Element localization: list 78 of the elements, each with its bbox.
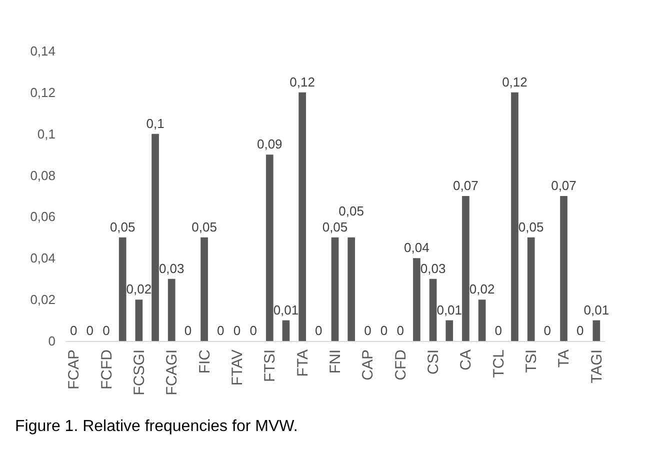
x-tick-label: FCAP	[66, 350, 83, 390]
bar	[429, 278, 437, 341]
x-tick-label: FIC	[196, 349, 214, 374]
data-label: 0	[396, 323, 404, 338]
data-label: 0,02	[126, 282, 152, 297]
bar	[592, 320, 600, 341]
data-label: 0	[184, 323, 192, 338]
bar	[478, 300, 486, 341]
data-label: 0,05	[518, 219, 544, 234]
bar	[118, 237, 126, 341]
x-tick-label: FCSGI	[130, 350, 148, 396]
bar	[413, 258, 420, 341]
data-label: 0,03	[420, 260, 446, 276]
data-label: 0,1	[146, 116, 164, 131]
bar	[348, 237, 356, 341]
data-label: 0,12	[502, 74, 528, 90]
bar	[560, 196, 568, 341]
bar	[282, 320, 290, 341]
y-tick-label: 0,02	[30, 292, 56, 308]
data-label: 0	[364, 323, 372, 338]
x-tick-label: CSI	[425, 350, 442, 375]
bar	[200, 237, 208, 341]
y-tick-label: 0,08	[30, 168, 56, 183]
y-tick-label: 0,14	[30, 44, 56, 58]
y-tick-label: 0,1	[37, 126, 56, 142]
data-label: 0,01	[436, 302, 462, 318]
bar	[135, 300, 143, 341]
data-label: 0,05	[110, 219, 136, 234]
x-tick-label: TSI	[523, 350, 540, 373]
data-label: 0,01	[584, 302, 610, 318]
x-tick-label: TCL	[490, 350, 508, 378]
x-tick-label: CAP	[360, 350, 377, 380]
x-tick-label: FTA	[294, 350, 312, 377]
data-label: 0	[70, 323, 78, 338]
data-label: 0	[576, 323, 584, 338]
data-label: 0	[544, 323, 552, 338]
data-label: 0,05	[338, 203, 364, 218]
data-label: 0,12	[290, 74, 315, 90]
data-label: 0,07	[551, 178, 576, 193]
x-tick-label: FNI	[327, 350, 344, 374]
data-label: 0	[217, 323, 224, 338]
data-label: 0,07	[453, 178, 478, 193]
data-label: 0,05	[192, 219, 217, 234]
data-label: 0	[380, 323, 388, 338]
bar	[331, 237, 339, 341]
x-tick-label: TAGI	[588, 350, 606, 384]
bar	[527, 237, 535, 341]
data-label: 0	[86, 323, 94, 338]
y-tick-label: 0	[48, 334, 56, 348]
bar	[462, 196, 470, 341]
x-tick-label: FCFD	[98, 349, 116, 390]
x-tick-label: FTSI	[262, 350, 279, 382]
bar	[168, 278, 176, 341]
x-tick-label: TA	[556, 350, 573, 368]
data-label: 0	[494, 323, 502, 338]
data-label: 0	[250, 323, 257, 338]
x-tick-label: CFD	[392, 349, 410, 380]
x-tick-label: FTAV	[228, 350, 246, 386]
data-label: 0,09	[256, 136, 282, 152]
data-label: 0,01	[273, 302, 299, 318]
bar	[298, 92, 306, 341]
y-tick-label: 0,12	[30, 84, 56, 100]
x-tick-label: CA	[458, 350, 475, 370]
caption: Figure 1. Relative frequencies for MVW.	[15, 418, 298, 435]
bar	[511, 92, 518, 341]
data-label: 0	[102, 323, 110, 338]
data-label: 0	[315, 323, 322, 338]
y-tick-label: 0,04	[30, 250, 56, 266]
bar	[266, 154, 274, 341]
y-tick-label: 0,06	[30, 209, 56, 224]
x-tick-label: FCAGI	[164, 350, 181, 396]
data-label: 0,05	[322, 219, 348, 234]
data-label: 0,03	[158, 260, 184, 276]
data-label: 0	[233, 323, 241, 338]
data-label: 0,04	[404, 240, 430, 256]
bar	[152, 134, 159, 341]
bar	[446, 320, 454, 341]
data-label: 0,02	[469, 282, 495, 297]
